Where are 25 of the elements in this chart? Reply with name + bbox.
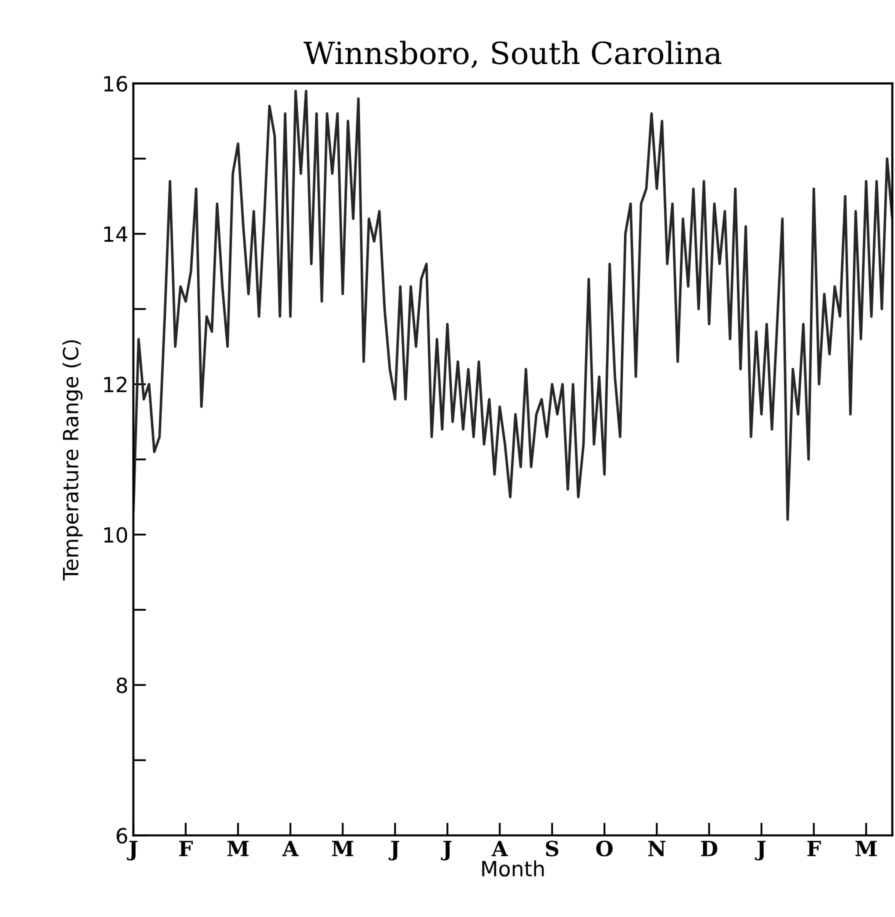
y-tick-label: 16: [104, 76, 128, 92]
y-axis-title: Temperature Range (C): [62, 340, 83, 580]
x-tick-label: D: [701, 840, 718, 856]
x-tick-label: A: [282, 840, 299, 856]
x-tick-label: M: [332, 840, 354, 856]
x-tick-label: J: [126, 840, 138, 860]
y-tick-label: 10: [104, 527, 128, 543]
x-tick-label: S: [546, 840, 558, 856]
x-tick-label: N: [648, 840, 666, 856]
x-tick-label: J: [755, 840, 766, 860]
y-tick-label: 8: [116, 677, 128, 694]
chart-title: Winnsboro, South Carolina: [304, 40, 722, 68]
x-tick-label: J: [388, 840, 400, 860]
y-tick-label: 14: [104, 226, 128, 242]
x-tick-label: J: [440, 840, 452, 860]
x-tick-label: O: [596, 840, 613, 856]
y-tick-label: 12: [104, 376, 126, 392]
x-tick-label: F: [179, 840, 193, 856]
line-series: [133, 90, 892, 521]
x-tick-label: A: [492, 840, 508, 856]
y-tick-label: 6: [116, 828, 128, 844]
x-tick-label: M: [227, 840, 249, 856]
x-tick-label: F: [807, 840, 821, 856]
x-tick-label: M: [855, 840, 877, 856]
x-axis-title: Month: [482, 860, 544, 877]
